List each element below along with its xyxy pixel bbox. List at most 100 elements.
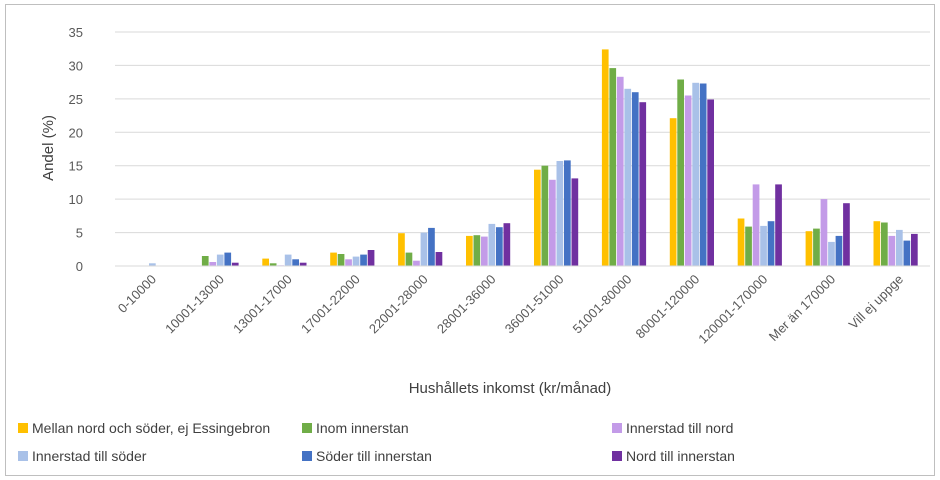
bar xyxy=(269,263,277,266)
y-tick-label: 30 xyxy=(69,58,83,73)
bar xyxy=(707,99,714,266)
x-tick-label: 10001-13000 xyxy=(162,272,227,337)
legend-label: Nord till innerstan xyxy=(626,448,735,464)
bar xyxy=(639,102,647,266)
y-tick-label: 10 xyxy=(69,192,83,207)
bar xyxy=(752,184,760,266)
y-tick-label: 0 xyxy=(76,259,83,274)
x-tick-label: 17001-22000 xyxy=(298,272,363,337)
legend-label: Mellan nord och söder, ej Essingebron xyxy=(32,420,270,436)
bar xyxy=(299,262,307,266)
chart-frame xyxy=(5,4,935,476)
y-tick-label: 25 xyxy=(69,92,83,107)
x-tick-label: 0-10000 xyxy=(115,272,159,316)
legend-swatch xyxy=(612,423,622,433)
legend-label: Söder till innerstan xyxy=(316,448,432,464)
bar xyxy=(760,225,767,266)
bar xyxy=(534,169,541,266)
bar xyxy=(405,252,413,266)
legend-swatch xyxy=(612,451,622,461)
y-axis-title: Andel (%) xyxy=(40,115,57,181)
x-tick-label: Vill ej uppge xyxy=(846,272,907,333)
x-tick-label: 36001-51000 xyxy=(502,272,567,337)
x-tick-label: 120001-170000 xyxy=(695,272,770,347)
legend-swatch xyxy=(302,451,312,461)
bar xyxy=(843,203,850,266)
y-tick-label: 5 xyxy=(76,226,83,241)
bar xyxy=(699,83,707,266)
bar xyxy=(435,252,443,266)
bar xyxy=(677,79,684,266)
y-tick-label: 15 xyxy=(69,159,83,174)
bar xyxy=(420,232,428,266)
bar xyxy=(345,259,352,266)
bar xyxy=(896,229,903,266)
bar xyxy=(337,254,345,266)
bar xyxy=(496,227,503,266)
bar xyxy=(398,233,405,266)
bar xyxy=(805,231,813,266)
bar xyxy=(888,235,896,266)
bar xyxy=(564,160,571,266)
bar xyxy=(820,199,828,266)
bar xyxy=(881,222,888,266)
bar xyxy=(209,262,217,266)
bar xyxy=(911,233,918,266)
bar xyxy=(767,221,775,266)
bar xyxy=(775,184,782,266)
x-tick-label: 51001-80000 xyxy=(570,272,635,337)
bar xyxy=(224,252,232,266)
legend-label: Innerstad till söder xyxy=(32,448,147,464)
bar xyxy=(481,236,488,266)
bar xyxy=(549,179,556,266)
bar xyxy=(556,161,564,266)
bar xyxy=(873,221,881,266)
legend: Mellan nord och söder, ej Essingebron Ino… xyxy=(18,420,735,464)
bar xyxy=(813,228,820,266)
legend-swatch xyxy=(302,423,312,433)
x-tick-label: 80001-120000 xyxy=(633,272,703,342)
bar xyxy=(367,250,375,266)
bar xyxy=(216,254,224,266)
bar xyxy=(330,252,337,266)
x-tick-label: 22001-28000 xyxy=(366,272,431,337)
bar xyxy=(669,118,677,266)
bar xyxy=(292,259,299,266)
bar xyxy=(737,218,745,266)
bar xyxy=(835,235,843,266)
bar xyxy=(503,223,511,266)
bar xyxy=(903,240,911,266)
bars xyxy=(149,49,918,267)
y-axis-ticks: 0 5 10 15 20 25 30 35 xyxy=(69,25,83,274)
bar xyxy=(609,68,617,266)
bar xyxy=(616,76,624,266)
bar xyxy=(828,241,835,266)
x-axis-title: Hushållets inkomst (kr/månad) xyxy=(409,380,612,397)
bar xyxy=(601,49,609,267)
bar xyxy=(488,223,496,266)
bar xyxy=(149,263,156,266)
bar xyxy=(360,254,367,266)
bar xyxy=(684,95,692,266)
bar xyxy=(473,235,481,266)
bar xyxy=(541,165,549,266)
bar xyxy=(571,178,579,266)
x-tick-label: 28001-36000 xyxy=(434,272,499,337)
gridlines xyxy=(115,31,930,234)
bar xyxy=(466,235,473,266)
y-tick-label: 20 xyxy=(69,125,83,140)
bar xyxy=(428,227,435,266)
bar xyxy=(631,92,639,266)
legend-swatch xyxy=(18,451,28,461)
legend-label: Inom innerstan xyxy=(316,420,409,436)
bar xyxy=(413,260,420,266)
bar xyxy=(745,226,752,266)
bar xyxy=(692,82,699,266)
legend-label: Innerstad till nord xyxy=(626,420,733,436)
legend-swatch xyxy=(18,423,28,433)
bar xyxy=(262,258,269,266)
y-tick-label: 35 xyxy=(69,25,83,40)
x-tick-label: 13001-17000 xyxy=(230,272,295,337)
bar xyxy=(201,256,209,266)
